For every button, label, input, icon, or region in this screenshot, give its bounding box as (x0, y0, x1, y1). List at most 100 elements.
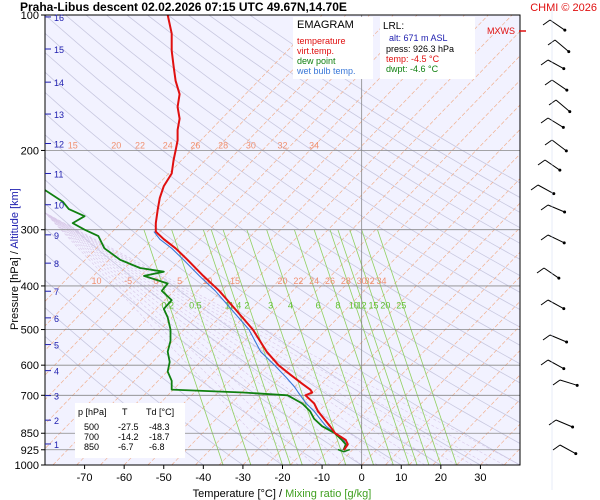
plot-area (45, 15, 520, 465)
wind-barb-shaft (547, 299, 565, 310)
x-tick-label: 20 (435, 472, 447, 484)
wind-barb-flag (540, 59, 549, 66)
mixing-ratio-label: 10 (349, 301, 359, 311)
mixing-ratio-line (222, 229, 303, 465)
wind-barb-flag (542, 19, 551, 26)
wind-barb-shaft (547, 234, 565, 244)
wind-barb-dot (575, 383, 579, 387)
isotherm-line (575, 15, 600, 465)
wind-barb-dot (562, 307, 566, 311)
table-header-t: T (122, 407, 128, 417)
mixing-ratio-lines (143, 229, 458, 465)
isotherm-label: 24 (309, 276, 319, 286)
wind-barb-dot (564, 149, 568, 153)
moist-adiabat-line (45, 212, 489, 465)
wind-barb-shaft (555, 419, 573, 428)
altitude-tick-label: 11 (54, 169, 63, 179)
wind-barb-shaft (554, 39, 570, 52)
legend-box (293, 17, 373, 79)
isotherm-line (45, 15, 442, 425)
x-tick-label: 10 (395, 472, 407, 484)
mixing-ratio-label: 20 (380, 301, 390, 311)
table-cell: -6.8 (149, 442, 165, 452)
wind-barb-shaft (555, 99, 571, 112)
lrl-press: press: 926.3 hPa (386, 44, 454, 54)
altitude-tick-label: 15 (54, 45, 64, 55)
y-axis-title: Pressure [hPa] / Altitude [km] (9, 188, 21, 330)
isotherm-label: 32 (277, 140, 287, 150)
dry-adiabat-line (45, 32, 520, 365)
mixing-ratio-label: 1 (225, 301, 230, 311)
isotherm-line (45, 15, 394, 376)
mxws-label: MXWS (487, 26, 515, 36)
lrl-alt: alt: 671 m ASL (389, 33, 448, 43)
wind-barb-shaft (551, 79, 568, 91)
dry-adiabat-line (106, 15, 520, 293)
y-tick-label: 400 (21, 281, 39, 293)
isotherm-line (337, 276, 520, 465)
mixing-ratio-line (377, 229, 458, 465)
moist-adiabat-line (45, 212, 441, 465)
isotherm-line (385, 325, 520, 465)
y-tick-label: 100 (21, 10, 39, 22)
lrl-background (380, 17, 475, 79)
isotherm-line (45, 15, 323, 302)
x-tick-label: -30 (235, 472, 251, 484)
table-header-td: Td [°C] (146, 407, 174, 417)
wind-barb-shaft (547, 117, 564, 128)
x-tick-label: 0 (359, 472, 365, 484)
mixing-ratio-line (361, 229, 442, 465)
wind-barb-flag (544, 139, 553, 146)
wind-barb-flag (542, 334, 551, 341)
wind-barb-dot (574, 452, 578, 456)
wind-barb-flag (540, 234, 549, 241)
copyright: CHMI © 2026 (530, 2, 597, 14)
table-cell: -18.7 (149, 432, 170, 442)
x-tick-label: 30 (474, 472, 486, 484)
x-tick-label: -20 (275, 472, 291, 484)
wind-barb-dot (562, 367, 566, 371)
mixing-ratio-label: 25 (396, 301, 406, 311)
lrl-temp: temp: -4.5 °C (386, 54, 440, 64)
altitude-tick-label: 9 (54, 231, 59, 241)
isotherm-label: 20 (111, 140, 121, 150)
x-tick-label: -40 (195, 472, 211, 484)
isotherm-line (218, 153, 520, 465)
isotherm-label: 32 (365, 276, 375, 286)
altitude-tick-label: 16 (54, 13, 64, 23)
wind-barb-shaft (549, 19, 566, 31)
isotherm-line (45, 15, 418, 401)
wind-barb-flag (537, 159, 546, 166)
isotherm-label: 26 (190, 140, 200, 150)
table-cell: 850 (84, 442, 99, 452)
mixing-ratio-line (210, 229, 291, 465)
mixing-ratio-line (266, 229, 347, 465)
wind-barb-dot (571, 425, 575, 429)
isotherm-label: 10 (91, 276, 101, 286)
wind-barb-flag (540, 117, 549, 124)
isotherm-line (147, 79, 520, 465)
legend-item-wet-bulb: wet bulb temp. (296, 66, 356, 76)
wind-barb-shaft (547, 359, 565, 370)
wind-barb-shaft (549, 334, 567, 343)
wind-barb-dot (567, 50, 571, 54)
altitude-tick-label: 5 (54, 341, 59, 351)
dry-adiabat-line (167, 15, 520, 244)
x-tick-label: -60 (116, 472, 132, 484)
isotherm-label: 22 (293, 276, 303, 286)
y-tick-label: 500 (21, 325, 39, 337)
mixing-ratio-line (293, 229, 374, 465)
dry-adiabat-line (45, 71, 520, 403)
isotherm-line (290, 227, 520, 465)
table-background (75, 403, 185, 458)
isotherm-line (242, 178, 520, 465)
mixing-ratio-line (349, 229, 430, 465)
isotherm-line (52, 15, 489, 465)
isotherm-label: 15 (230, 276, 240, 286)
mixing-ratio-label: 1.4 (229, 301, 242, 311)
wind-barb-dot (565, 340, 569, 344)
moist-adiabat-line (45, 212, 283, 465)
wind-barb-flag (540, 204, 549, 211)
wind-barb-shaft (543, 267, 560, 279)
